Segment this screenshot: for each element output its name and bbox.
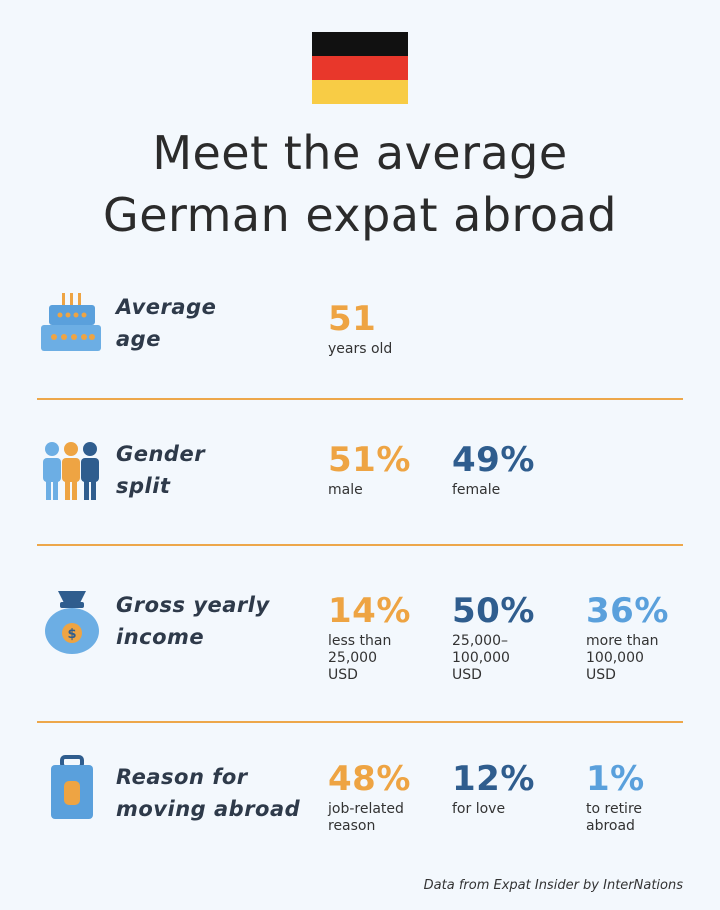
reason-row: Reason for moving abroad 48% job-related… (0, 755, 720, 865)
svg-text:$: $ (67, 627, 76, 642)
flag-stripe-red (312, 56, 408, 80)
age-row: Average age 51 years old (0, 285, 720, 395)
suitcase-icon (50, 755, 94, 825)
age-value: 51 (328, 299, 377, 339)
female-desc: female (452, 482, 501, 498)
reason-retire-value: 1% (586, 759, 645, 799)
divider (37, 721, 683, 723)
income-low-value: 14% (328, 591, 411, 631)
reason-job-value: 48% (328, 759, 411, 799)
title-line-2: German expat abroad (103, 188, 617, 242)
reason-label: Reason for moving abroad (116, 765, 301, 821)
gender-row: Gender split 51% male 49% female (0, 420, 720, 540)
income-low-stat: 14% less than 25,000 USD (328, 591, 411, 684)
income-high-stat: 36% more than 100,000 USD (586, 591, 669, 684)
german-flag (312, 32, 408, 104)
income-high-value: 36% (586, 591, 669, 631)
page-title: Meet the average German expat abroad (0, 122, 720, 246)
income-mid-stat: 50% 25,000– 100,000 USD (452, 591, 535, 684)
age-stat: 51 years old (328, 299, 392, 358)
divider (37, 398, 683, 400)
reason-retire-stat: 1% to retire abroad (586, 759, 645, 835)
income-mid-value: 50% (452, 591, 535, 631)
age-desc: years old (328, 341, 393, 357)
male-stat: 51% male (328, 440, 411, 499)
age-label: Average age (116, 295, 217, 351)
female-stat: 49% female (452, 440, 535, 499)
people-icon (42, 440, 100, 506)
divider (37, 544, 683, 546)
title-line-1: Meet the average (152, 126, 568, 180)
source-footer: Data from Expat Insider by InterNations (423, 878, 683, 893)
income-label: Gross yearly income (116, 593, 270, 649)
gender-label: Gender split (116, 442, 206, 498)
income-high-desc: more than 100,000 USD (586, 633, 659, 683)
reason-love-value: 12% (452, 759, 535, 799)
reason-job-stat: 48% job-related reason (328, 759, 411, 835)
male-desc: male (328, 482, 363, 498)
reason-retire-desc: to retire abroad (586, 801, 643, 834)
reason-love-desc: for love (452, 801, 506, 817)
flag-stripe-black (312, 32, 408, 56)
reason-love-stat: 12% for love (452, 759, 535, 818)
income-low-desc: less than 25,000 USD (328, 633, 392, 683)
male-value: 51% (328, 440, 411, 480)
income-mid-desc: 25,000– 100,000 USD (452, 633, 510, 683)
money-bag-icon: $ (44, 587, 100, 659)
flag-stripe-gold (312, 80, 408, 104)
income-row: $ Gross yearly income 14% less than 25,0… (0, 585, 720, 715)
birthday-cake-icon (40, 287, 102, 355)
reason-job-desc: job-related reason (328, 801, 404, 834)
female-value: 49% (452, 440, 535, 480)
